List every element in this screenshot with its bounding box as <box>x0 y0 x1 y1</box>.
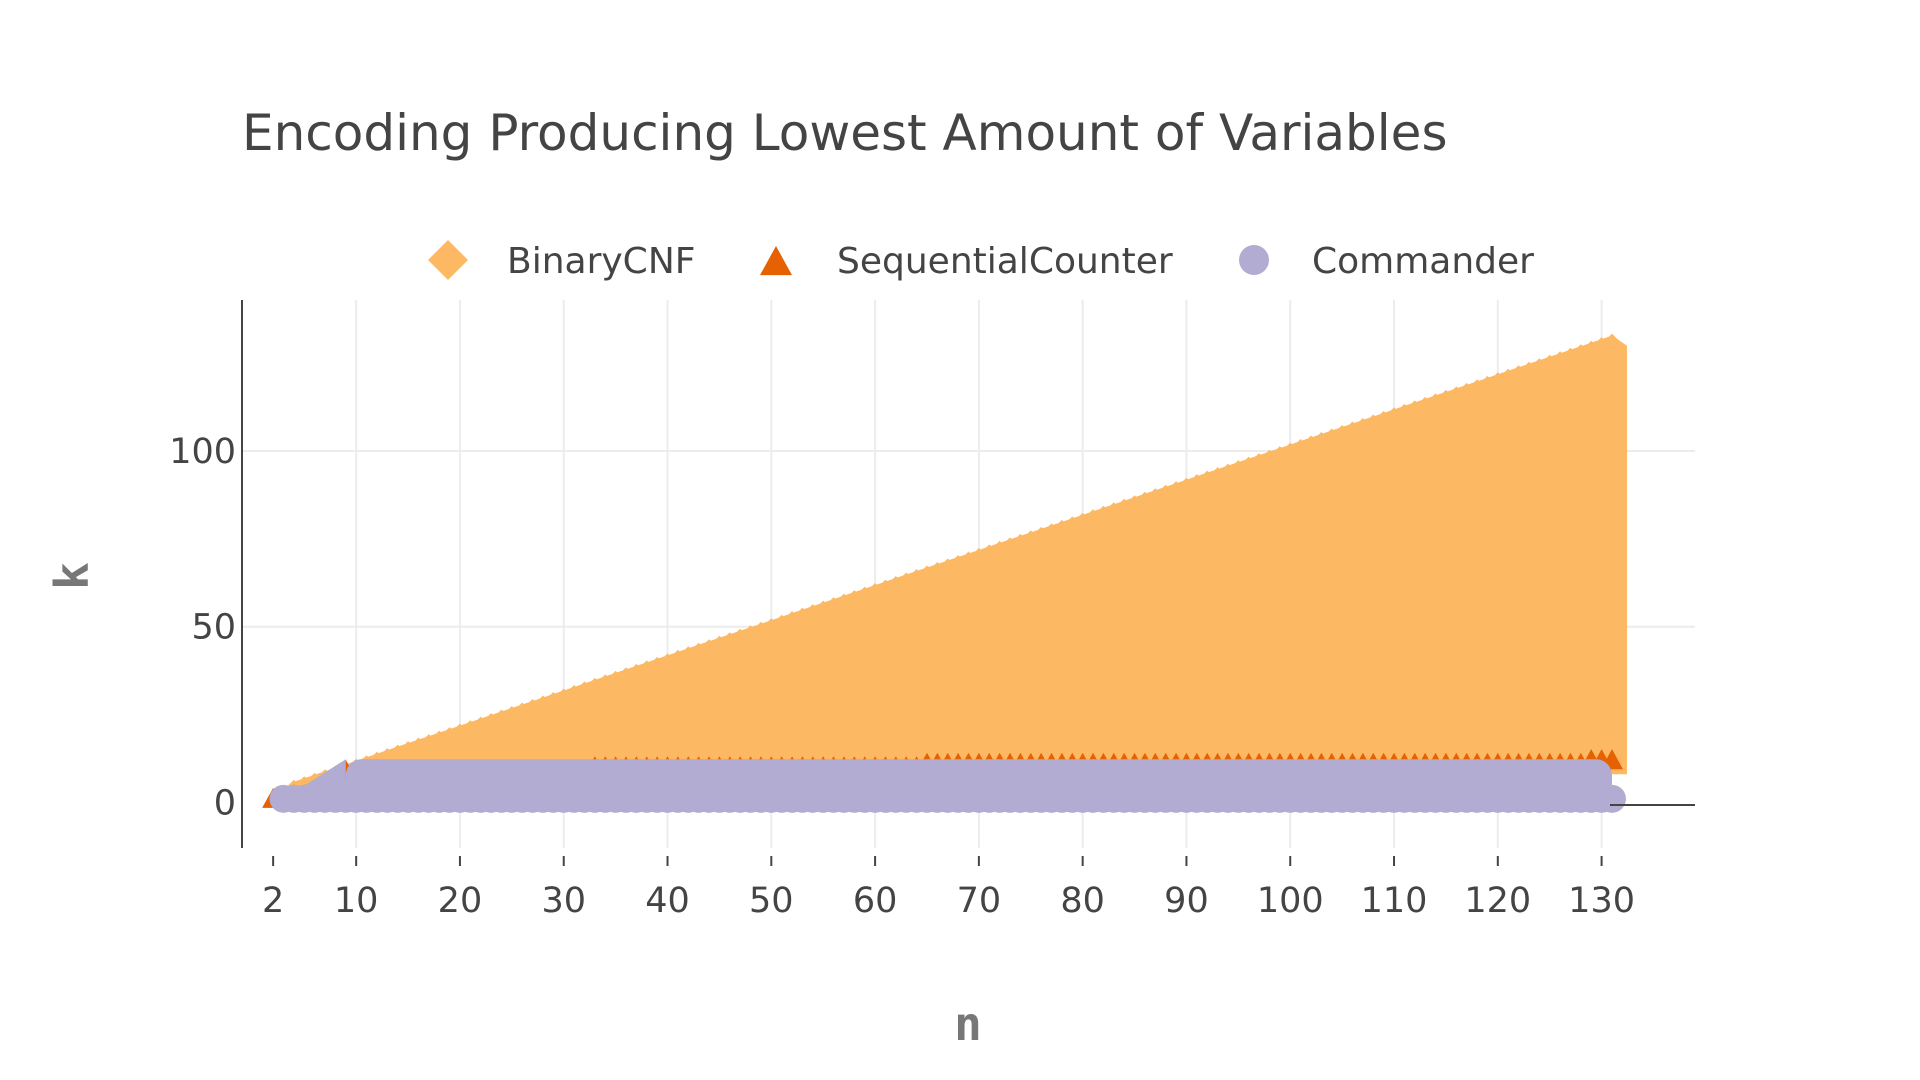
y-axis-title: k <box>45 562 99 590</box>
legend-item-Commander[interactable]: Commander <box>1239 241 1534 282</box>
legend-label-SequentialCounter: SequentialCounter <box>837 241 1173 282</box>
legend[interactable]: BinaryCNF SequentialCounter Commander <box>428 240 1534 282</box>
axes: 2 10 20 30 40 50 60 70 80 90 100 110 120 130 0 50 100 <box>169 300 1695 921</box>
x-tick-label: 10 <box>334 881 379 921</box>
diamond-icon <box>428 240 468 280</box>
x-tick-label: 40 <box>645 881 690 921</box>
x-tick-label: 80 <box>1060 881 1105 921</box>
BinaryCNF-series <box>281 333 1627 804</box>
x-tick-label: 30 <box>541 881 586 921</box>
y-tick-label: 100 <box>169 432 236 472</box>
x-tick-label: 60 <box>853 881 898 921</box>
x-tick-label: 110 <box>1361 881 1428 921</box>
chart-title: Encoding Producing Lowest Amount of Vari… <box>242 104 1448 162</box>
x-axis-title: n <box>954 997 982 1051</box>
legend-item-BinaryCNF[interactable]: BinaryCNF <box>428 240 695 282</box>
triangle-icon <box>760 246 792 276</box>
Commander-series <box>269 759 1626 813</box>
x-tick-label: 100 <box>1257 881 1324 921</box>
legend-item-SequentialCounter[interactable]: SequentialCounter <box>760 241 1173 282</box>
Commander-marker <box>1597 784 1626 813</box>
x-tick-label: 70 <box>957 881 1002 921</box>
y-tick-label: 0 <box>214 783 236 823</box>
x-tick-label: 20 <box>438 881 483 921</box>
BinaryCNF-marker <box>1599 333 1624 358</box>
legend-label-BinaryCNF: BinaryCNF <box>507 241 695 282</box>
x-tick-label: 2 <box>262 881 284 921</box>
x-tick-label: 120 <box>1464 881 1531 921</box>
x-tick-label: 50 <box>749 881 794 921</box>
y-tick-label: 50 <box>191 608 236 648</box>
legend-label-Commander: Commander <box>1312 241 1534 282</box>
plot-area <box>262 333 1627 813</box>
x-tick-label: 90 <box>1164 881 1209 921</box>
circle-icon <box>1239 245 1269 275</box>
x-tick-label: 130 <box>1568 881 1635 921</box>
